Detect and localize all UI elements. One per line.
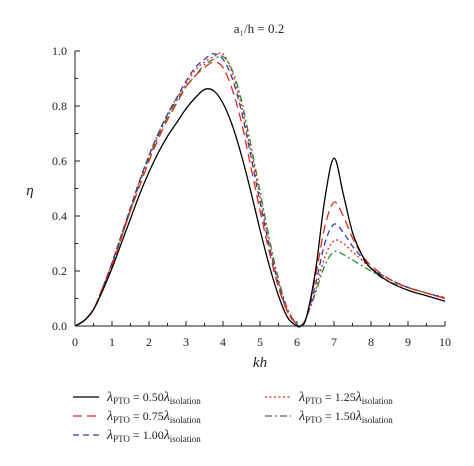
y-tick-label: 0.8 <box>52 99 67 113</box>
series-line-5 <box>74 55 446 328</box>
x-tick-label: 3 <box>183 335 189 349</box>
y-tick-label: 0.0 <box>52 319 67 333</box>
legend-item-1: λPTO = 0.50λisolation <box>73 390 201 406</box>
x-tick-label: 0 <box>72 335 78 349</box>
x-tick-label: 4 <box>220 335 226 349</box>
legend-label: λPTO = 1.50λisolation <box>298 409 393 425</box>
legend-label: λPTO = 0.50λisolation <box>106 390 201 406</box>
x-axis-ticks: 0 1 2 3 4 5 6 7 8 9 10 <box>72 321 451 349</box>
y-tick-label: 0.4 <box>52 209 67 223</box>
y-axis-label: η <box>26 183 33 199</box>
legend: λPTO = 0.50λisolation λPTO = 0.75λisolati… <box>73 390 393 444</box>
x-tick-label: 7 <box>331 335 337 349</box>
legend-item-3: λPTO = 1.00λisolation <box>73 428 201 444</box>
x-tick-label: 5 <box>257 335 263 349</box>
legend-item-2: λPTO = 0.75λisolation <box>73 409 201 425</box>
y-axis-ticks: 0.0 0.2 0.4 0.6 0.8 1.0 <box>52 44 80 333</box>
x-tick-label: 9 <box>405 335 411 349</box>
legend-label: λPTO = 1.25λisolation <box>298 390 393 406</box>
legend-item-4: λPTO = 1.25λisolation <box>265 390 393 406</box>
series-layer <box>74 52 446 328</box>
legend-item-5: λPTO = 1.50λisolation <box>265 409 393 425</box>
y-tick-label: 1.0 <box>52 44 67 58</box>
series-line-1 <box>74 88 446 328</box>
series-line-2 <box>74 61 446 328</box>
x-tick-label: 2 <box>146 335 152 349</box>
legend-label: λPTO = 0.75λisolation <box>106 409 201 425</box>
chart-title: a₁/h = 0.2 <box>234 21 285 36</box>
y-tick-label: 0.6 <box>52 154 67 168</box>
x-tick-label: 6 <box>294 335 300 349</box>
x-tick-label: 10 <box>439 335 451 349</box>
x-tick-label: 8 <box>368 335 374 349</box>
legend-label: λPTO = 1.00λisolation <box>106 428 201 444</box>
y-tick-label: 0.2 <box>52 264 67 278</box>
x-axis-label: kh <box>253 355 267 371</box>
x-tick-label: 1 <box>109 335 115 349</box>
series-line-3 <box>74 53 446 328</box>
